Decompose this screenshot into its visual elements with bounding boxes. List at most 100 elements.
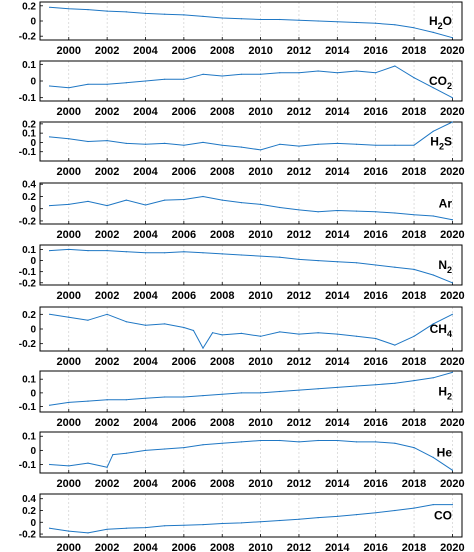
- data-point: [87, 319, 89, 321]
- x-tick-label: 2014: [325, 290, 350, 302]
- data-point: [336, 333, 338, 335]
- x-tick-label: 2020: [440, 45, 464, 57]
- data-point: [413, 335, 415, 337]
- gas-label: N2: [438, 258, 452, 275]
- data-point: [164, 142, 166, 144]
- series-line: [49, 121, 453, 151]
- x-tick-label: 2012: [287, 45, 311, 57]
- data-point: [202, 252, 204, 254]
- panel-2: 2000 2002 2004 2006 2008 2010 2012 2014 2016 2018…: [19, 60, 465, 118]
- data-point: [279, 390, 281, 393]
- gas-label: He: [437, 446, 453, 460]
- x-tick-label: 2010: [248, 356, 272, 368]
- x-tick-label: 2010: [248, 166, 272, 178]
- data-point: [125, 251, 127, 253]
- data-point: [144, 252, 147, 254]
- data-point: [164, 199, 166, 201]
- x-tick-label: 2018: [402, 166, 426, 178]
- data-point: [221, 17, 223, 19]
- data-point: [432, 130, 434, 132]
- data-point: [317, 143, 319, 145]
- data-point: [106, 313, 108, 315]
- data-point: [144, 204, 147, 206]
- data-point: [355, 385, 358, 387]
- x-tick-label: 2000: [57, 290, 81, 302]
- data-point: [202, 347, 204, 349]
- x-tick-label: 2010: [248, 542, 272, 552]
- x-tick-label: 2004: [133, 45, 158, 57]
- data-point: [144, 12, 147, 14]
- x-tick-label: 2012: [287, 478, 311, 490]
- data-point: [298, 72, 300, 74]
- x-tick-label: 2010: [248, 106, 272, 118]
- x-tick-label: 2000: [57, 417, 81, 429]
- data-point: [87, 400, 89, 402]
- x-tick-label: 2014: [325, 45, 350, 57]
- data-point: [317, 211, 319, 213]
- gas-label: CO2: [429, 74, 452, 91]
- data-point: [451, 121, 453, 123]
- data-point: [221, 334, 223, 336]
- data-point: [279, 331, 281, 333]
- y-tick-label: 0.1: [22, 432, 36, 443]
- data-point: [125, 399, 127, 401]
- data-point: [125, 82, 127, 84]
- axes-frame: [39, 493, 463, 538]
- data-point: [106, 528, 108, 530]
- y-tick-label: 0.2: [22, 310, 36, 321]
- data-point: [298, 145, 300, 147]
- data-point: [183, 447, 185, 449]
- series-line: [49, 6, 453, 39]
- data-point: [413, 447, 415, 449]
- data-point: [260, 255, 262, 257]
- x-tick-label: 2002: [95, 45, 119, 57]
- x-tick-label: 2000: [57, 166, 81, 178]
- data-point: [260, 73, 262, 75]
- x-tick-label: 2012: [287, 290, 311, 302]
- x-tick-label: 2014: [325, 542, 350, 552]
- x-tick-label: 2008: [210, 356, 234, 368]
- panel-8: 2000 2002 2004 2006 2008 2010 2012 2014 2016 2018…: [19, 431, 465, 490]
- data-point: [451, 37, 453, 39]
- data-point: [240, 202, 242, 204]
- data-point: [451, 219, 453, 221]
- data-point: [279, 143, 281, 145]
- data-point: [87, 9, 89, 11]
- data-point: [451, 469, 453, 471]
- data-point: [298, 209, 300, 211]
- axes-frame: [39, 370, 463, 413]
- y-tick-label: 0.2: [22, 1, 36, 12]
- y-tick-label: 0: [30, 17, 36, 28]
- x-tick-label: 2008: [210, 542, 234, 552]
- data-point: [164, 448, 166, 450]
- data-point: [355, 70, 358, 72]
- data-point: [375, 384, 377, 386]
- data-point: [451, 282, 453, 284]
- x-tick-label: 2016: [363, 417, 387, 429]
- data-point: [68, 8, 70, 10]
- x-tick-label: 2008: [210, 45, 234, 57]
- data-point: [336, 21, 338, 23]
- x-tick-label: 2012: [287, 106, 311, 118]
- x-tick-label: 2002: [95, 542, 119, 552]
- data-point: [125, 11, 127, 13]
- data-point: [432, 377, 434, 379]
- data-point: [317, 70, 319, 72]
- x-tick-label: 2000: [57, 229, 81, 241]
- data-point: [375, 211, 377, 213]
- x-tick-label: 2008: [210, 417, 234, 429]
- x-tick-label: 2018: [402, 290, 426, 302]
- data-point: [125, 527, 127, 529]
- y-tick-label: 0: [30, 388, 36, 399]
- data-point: [68, 316, 70, 318]
- data-point: [49, 136, 51, 138]
- x-tick-label: 2020: [440, 229, 464, 241]
- data-point: [87, 200, 89, 202]
- series-line: [49, 196, 453, 221]
- y-tick-label: 0: [30, 256, 36, 267]
- y-tick-label: -0.2: [19, 216, 37, 227]
- axes-frame: [39, 121, 463, 162]
- data-point: [144, 449, 147, 451]
- panel-5: 2000 2002 2004 2006 2008 2010 2012 2014 2016 2018…: [19, 244, 465, 302]
- data-point: [87, 140, 89, 143]
